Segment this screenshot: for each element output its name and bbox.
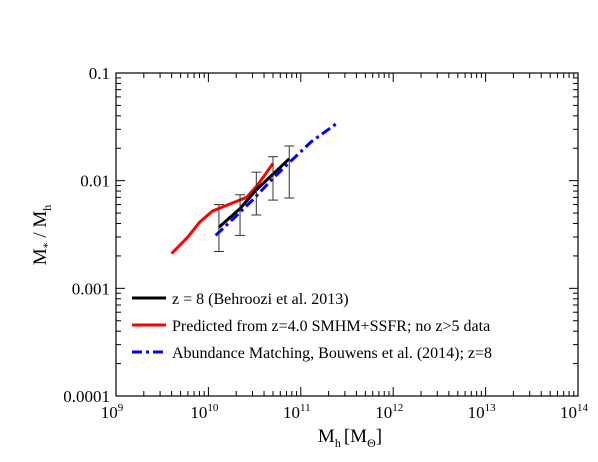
x-tick-labels: 109 1010 1011 1012 1013 1014 [101, 402, 589, 422]
x-tick-label: 1011 [283, 402, 311, 422]
y-tick-label: 0.0001 [63, 387, 110, 406]
y-tick-labels: 0.0001 0.001 0.01 0.1 [63, 64, 110, 406]
y-tick-label: 0.01 [80, 172, 110, 191]
y-tick-label: 0.001 [72, 279, 110, 298]
axis-ticks [115, 72, 579, 397]
x-tick-label: 1014 [560, 402, 589, 422]
x-axis-title: Mh [MΘ] [318, 426, 382, 450]
legend: z = 8 (Behroozi et al. 2013) Predicted f… [132, 291, 492, 362]
legend-label-behroozi: z = 8 (Behroozi et al. 2013) [172, 291, 349, 308]
error-bars [213, 145, 295, 252]
x-tick-label: 1012 [375, 402, 403, 422]
legend-label-predicted: Predicted from z=4.0 SMHM+SSFR; no z>5 d… [172, 318, 490, 335]
x-tick-label: 1013 [468, 402, 497, 422]
series-line-0 [217, 157, 291, 229]
x-tick-label: 109 [101, 402, 124, 422]
legend-label-abundance: Abundance Matching, Bouwens et al. (2014… [172, 345, 492, 362]
y-tick-label: 0.1 [89, 64, 110, 83]
series-line-1 [170, 162, 275, 255]
x-tick-label: 1010 [190, 402, 219, 422]
series-lines [170, 121, 339, 255]
series-line-2 [214, 121, 339, 237]
plot-frame [115, 72, 579, 397]
y-axis-title: M* / Mh [30, 205, 54, 266]
plot-border [115, 72, 579, 397]
